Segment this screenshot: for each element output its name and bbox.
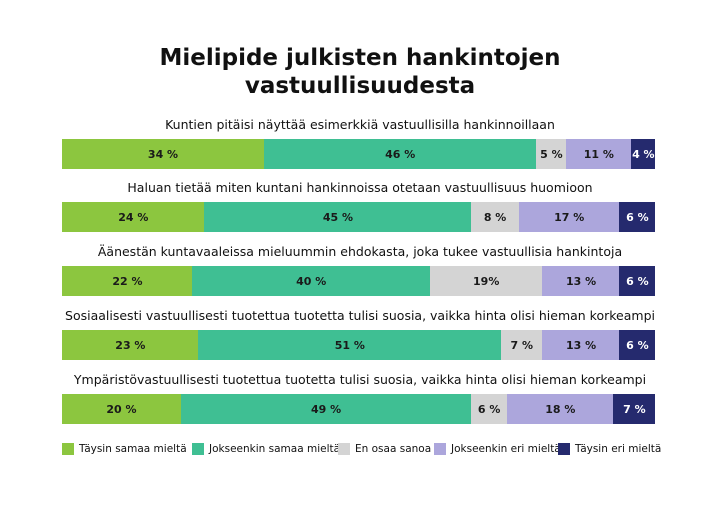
legend-swatch	[338, 443, 350, 455]
data-label: 46 %	[385, 147, 416, 161]
data-label: 6 %	[626, 210, 649, 224]
legend-label: Jokseenkin samaa mieltä	[209, 443, 341, 455]
data-label: 45 %	[322, 210, 354, 224]
data-label: 13 %	[565, 338, 597, 352]
bar-segment: 34 %	[62, 139, 265, 169]
data-label: 11 %	[583, 147, 614, 161]
data-label: 6 %	[626, 274, 649, 288]
data-label: 19%	[473, 274, 500, 288]
legend-item: En osaa sanoa	[338, 441, 431, 457]
bar-segment: 46 %	[263, 139, 537, 169]
legend-label: Täysin eri mieltä	[575, 443, 662, 455]
legend-swatch	[62, 443, 74, 455]
legend: Täysin samaa mieltä Jokseenkin samaa miel…	[62, 441, 662, 461]
bar-segment: 51 %	[198, 330, 502, 360]
chart-title-line-2: vastuullisuudesta	[244, 73, 476, 99]
bar-segment: 22 %	[62, 266, 193, 296]
legend-swatch	[558, 443, 570, 455]
bar-segment: 23 %	[62, 330, 199, 360]
legend-swatch	[434, 443, 446, 455]
legend-label: Täysin samaa mieltä	[79, 443, 187, 455]
bar-segment: 6 %	[471, 394, 508, 424]
data-label: 6 %	[626, 338, 649, 352]
data-label: 5 %	[540, 147, 563, 161]
row-label: Ympäristövastuullisesti tuotettua tuotet…	[73, 372, 647, 387]
data-label: 18 %	[545, 402, 576, 416]
data-label: 7 %	[623, 402, 646, 416]
row-label: Haluan tietää miten kuntani hankinnoissa…	[127, 180, 593, 195]
row-label: Äänestän kuntavaaleissa mieluummin ehdok…	[97, 244, 623, 259]
bar-segment: 8 %	[471, 202, 519, 232]
data-label: 4 %	[632, 147, 655, 161]
bar-segment: 6 %	[619, 202, 656, 232]
data-label: 51 %	[334, 338, 365, 352]
bar-segment: 5 %	[536, 139, 567, 169]
chart-title-line-1: Mielipide julkisten hankintojen	[159, 45, 561, 71]
data-label: 13 %	[565, 274, 597, 288]
bar-segment: 20 %	[62, 394, 181, 424]
data-label: 7 %	[510, 338, 534, 352]
legend-label: Jokseenkin eri mieltä	[451, 443, 561, 455]
bar-segment: 7 %	[613, 394, 656, 424]
bar-segment: 17 %	[518, 202, 620, 232]
data-label: 23 %	[115, 338, 146, 352]
data-label: 8 %	[483, 210, 507, 224]
legend-item: Täysin samaa mieltä	[62, 441, 187, 457]
chart-title: Mielipide julkisten hankintojen vastuull…	[0, 44, 720, 100]
legend-item: Jokseenkin eri mieltä	[434, 441, 561, 457]
bar-segment: 13 %	[542, 266, 620, 296]
data-label: 20 %	[106, 402, 137, 416]
bar-segment: 6 %	[619, 330, 656, 360]
data-label: 22 %	[112, 274, 143, 288]
data-label: 49 %	[310, 402, 342, 416]
data-label: 17 %	[554, 210, 585, 224]
bar-segment: 4 %	[631, 139, 656, 169]
bar-segment: 7 %	[500, 330, 543, 360]
data-label: 40 %	[296, 274, 327, 288]
legend-swatch	[192, 443, 204, 455]
bar-segment: 18 %	[506, 394, 614, 424]
row-label: Kuntien pitäisi näyttää esimerkkiä vastu…	[165, 117, 555, 132]
bar-segment: 24 %	[62, 202, 205, 232]
bar-segment: 11 %	[566, 139, 632, 169]
data-label: 34 %	[147, 147, 179, 161]
bar-segment: 6 %	[619, 266, 656, 296]
bar-segment: 40 %	[192, 266, 431, 296]
legend-label: En osaa sanoa	[355, 443, 432, 455]
bar-segment: 49 %	[180, 394, 472, 424]
bar-segment: 45 %	[204, 202, 472, 232]
data-label: 6 %	[477, 402, 501, 416]
bar-segment: 13 %	[542, 330, 620, 360]
row-label: Sosiaalisesti vastuullisesti tuotettua t…	[65, 308, 655, 323]
legend-item: Täysin eri mieltä	[558, 441, 661, 457]
legend-item: Jokseenkin samaa mieltä	[192, 441, 340, 457]
bar-segment: 19%	[429, 266, 543, 296]
data-label: 24 %	[118, 210, 149, 224]
